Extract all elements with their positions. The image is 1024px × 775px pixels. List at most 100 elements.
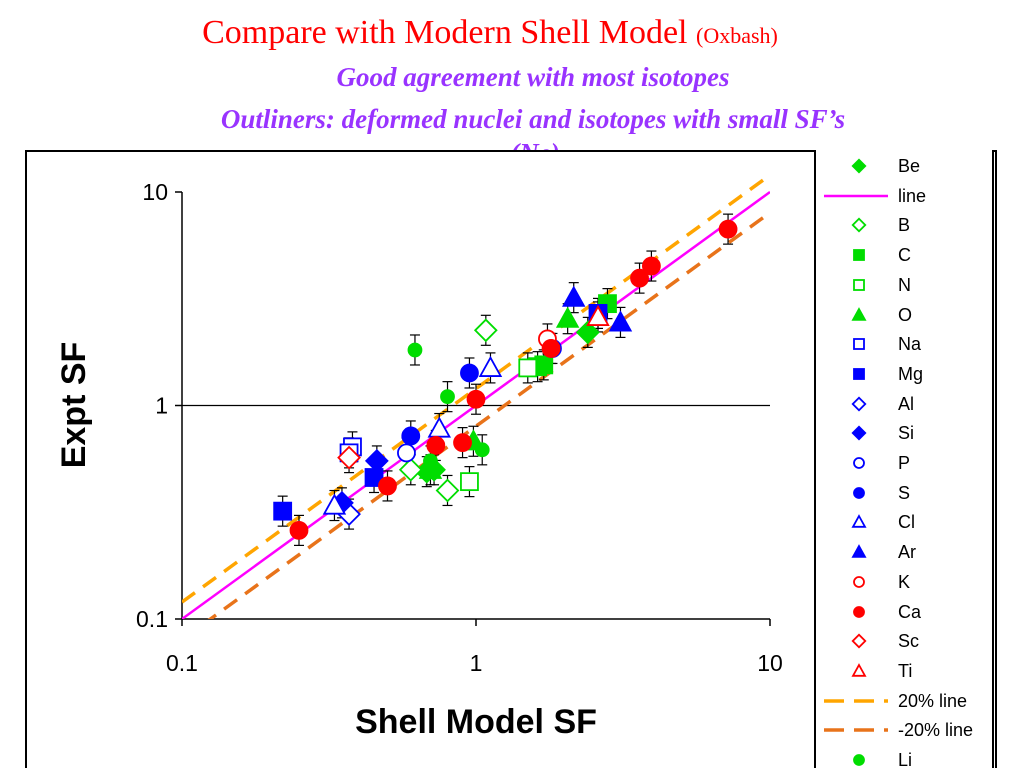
x-tick-label: 0.1	[166, 650, 198, 676]
legend-label-k: K	[898, 571, 911, 592]
legend-item-li: Li	[816, 745, 992, 775]
legend-symbol-line	[824, 194, 888, 197]
legend-label-s: S	[898, 482, 911, 503]
legend-label-ca: Ca	[898, 601, 922, 622]
legend-marker-k	[853, 575, 865, 588]
data-point-si	[364, 449, 389, 473]
data-point-ca	[718, 219, 738, 239]
legend-marker-si	[851, 425, 867, 441]
legend-label-sc: Sc	[898, 631, 920, 652]
ref-line--20-line	[207, 211, 770, 619]
legend-marker-c	[853, 249, 865, 261]
legend-marker-cl	[851, 514, 867, 529]
legend-label-line: line	[898, 185, 927, 206]
x-axis-label: Shell Model SF	[355, 703, 597, 741]
subtitle-line-1: Good agreement with most isotopes	[336, 62, 730, 92]
legend-item-c: C	[816, 240, 992, 270]
data-point-n	[460, 472, 479, 492]
legend-item-ar: Ar	[816, 537, 992, 567]
data-point-ca	[289, 521, 309, 540]
legend-label-20-line: 20% line	[898, 690, 968, 711]
data-point-b	[398, 457, 423, 482]
legend-symbol-p	[853, 457, 865, 469]
data-point-ar	[608, 310, 633, 332]
legend-label-mg: Mg	[898, 363, 924, 384]
legend-label-li: Li	[898, 750, 913, 770]
legend-item-ca: Ca	[816, 597, 992, 627]
legend-symbol-ti	[851, 663, 867, 677]
legend-marker-o	[851, 306, 867, 321]
data-point-be	[575, 320, 600, 345]
y-axis-label: Expt SF	[55, 342, 93, 469]
legend-marker-b	[851, 217, 867, 233]
legend-label-na: Na	[898, 334, 922, 355]
legend-item-k: K	[816, 567, 992, 597]
legend-symbol-cl	[851, 514, 867, 529]
legend-marker-ca	[853, 605, 865, 618]
legend-label-ar: Ar	[898, 542, 916, 563]
legend-label-o: O	[898, 304, 913, 325]
legend-item-mg: Mg	[816, 359, 992, 389]
subtitle-line-3: (Ne)	[320, 138, 750, 152]
data-point-n	[518, 358, 538, 378]
legend-item-si: Si	[816, 418, 992, 448]
data-point-ca	[630, 268, 649, 288]
legend-symbol-sc	[851, 633, 867, 649]
data-point-s	[460, 363, 479, 383]
legend-marker-na	[853, 338, 865, 351]
data-point-ti	[586, 304, 610, 326]
chart-plot-area: 0.1 0.1 1 1 10 10 Expt SF Shell Model SF	[55, 177, 783, 741]
data-point-ca	[453, 433, 472, 453]
legend-symbol-n	[853, 278, 865, 291]
data-point-li	[440, 389, 455, 405]
legend-symbol-li	[853, 754, 865, 766]
data-point-ca	[378, 476, 397, 496]
legend-label-al: Al	[898, 393, 915, 414]
legend-item-b: B	[816, 210, 992, 240]
y-tick-label: 10	[142, 179, 168, 205]
data-point-sc	[337, 445, 361, 470]
legend-label-b: B	[898, 215, 911, 236]
y-tick-label: 1	[155, 393, 168, 419]
data-point-o	[418, 457, 443, 479]
data-point-ca	[541, 339, 561, 358]
x-tick-label: 10	[757, 650, 783, 676]
slide-title-main: Compare with Modern Shell Model	[202, 14, 688, 51]
legend-item-n: N	[816, 270, 992, 300]
legend-item-o: O	[816, 300, 992, 330]
chart-legend: Be line B C N O Na Mg Al Si P S Cl Ar K Ca Sc Ti 20% line -…	[814, 150, 994, 770]
data-point-ca	[426, 436, 446, 455]
legend-label-ti: Ti	[898, 660, 913, 681]
data-point-o	[555, 306, 580, 328]
legend-symbol-k	[853, 575, 865, 588]
legend-item-be: Be	[816, 151, 992, 181]
legend-label-p: P	[898, 453, 911, 473]
legend-marker-be	[851, 158, 867, 174]
data-point-ar	[562, 285, 586, 307]
data-point-li	[474, 442, 490, 458]
legend-symbol-s	[853, 486, 865, 499]
subtitle-line-2: Outliners: deformed nuclei and isotopes …	[220, 104, 846, 134]
legend-label-c: C	[898, 245, 911, 266]
legend-item-20-line: 20% line	[816, 686, 992, 716]
legend-label-be: Be	[898, 156, 921, 176]
legend-item-na: Na	[816, 329, 992, 359]
legend-label-20-line: -20% line	[898, 720, 974, 741]
data-point-s	[401, 426, 421, 446]
y-tick-label: 0.1	[136, 606, 168, 632]
data-point-mg	[273, 501, 293, 521]
legend-marker-ar	[851, 544, 867, 558]
x-tick-label: 1	[470, 650, 483, 676]
data-point-li	[423, 453, 438, 469]
slide-title-small: (Oxbash)	[696, 23, 778, 48]
legend-symbol-al	[851, 396, 867, 412]
legend-item-cl: Cl	[816, 507, 992, 537]
legend-item-sc: Sc	[816, 626, 992, 656]
data-point-cl	[322, 493, 347, 515]
data-point-b	[473, 318, 498, 343]
legend-symbol-20-line	[824, 728, 888, 733]
legend-symbol-ca	[853, 605, 865, 618]
legend-symbol-b	[851, 217, 867, 233]
legend-symbol-na	[853, 338, 865, 351]
legend-marker-s	[853, 486, 865, 499]
